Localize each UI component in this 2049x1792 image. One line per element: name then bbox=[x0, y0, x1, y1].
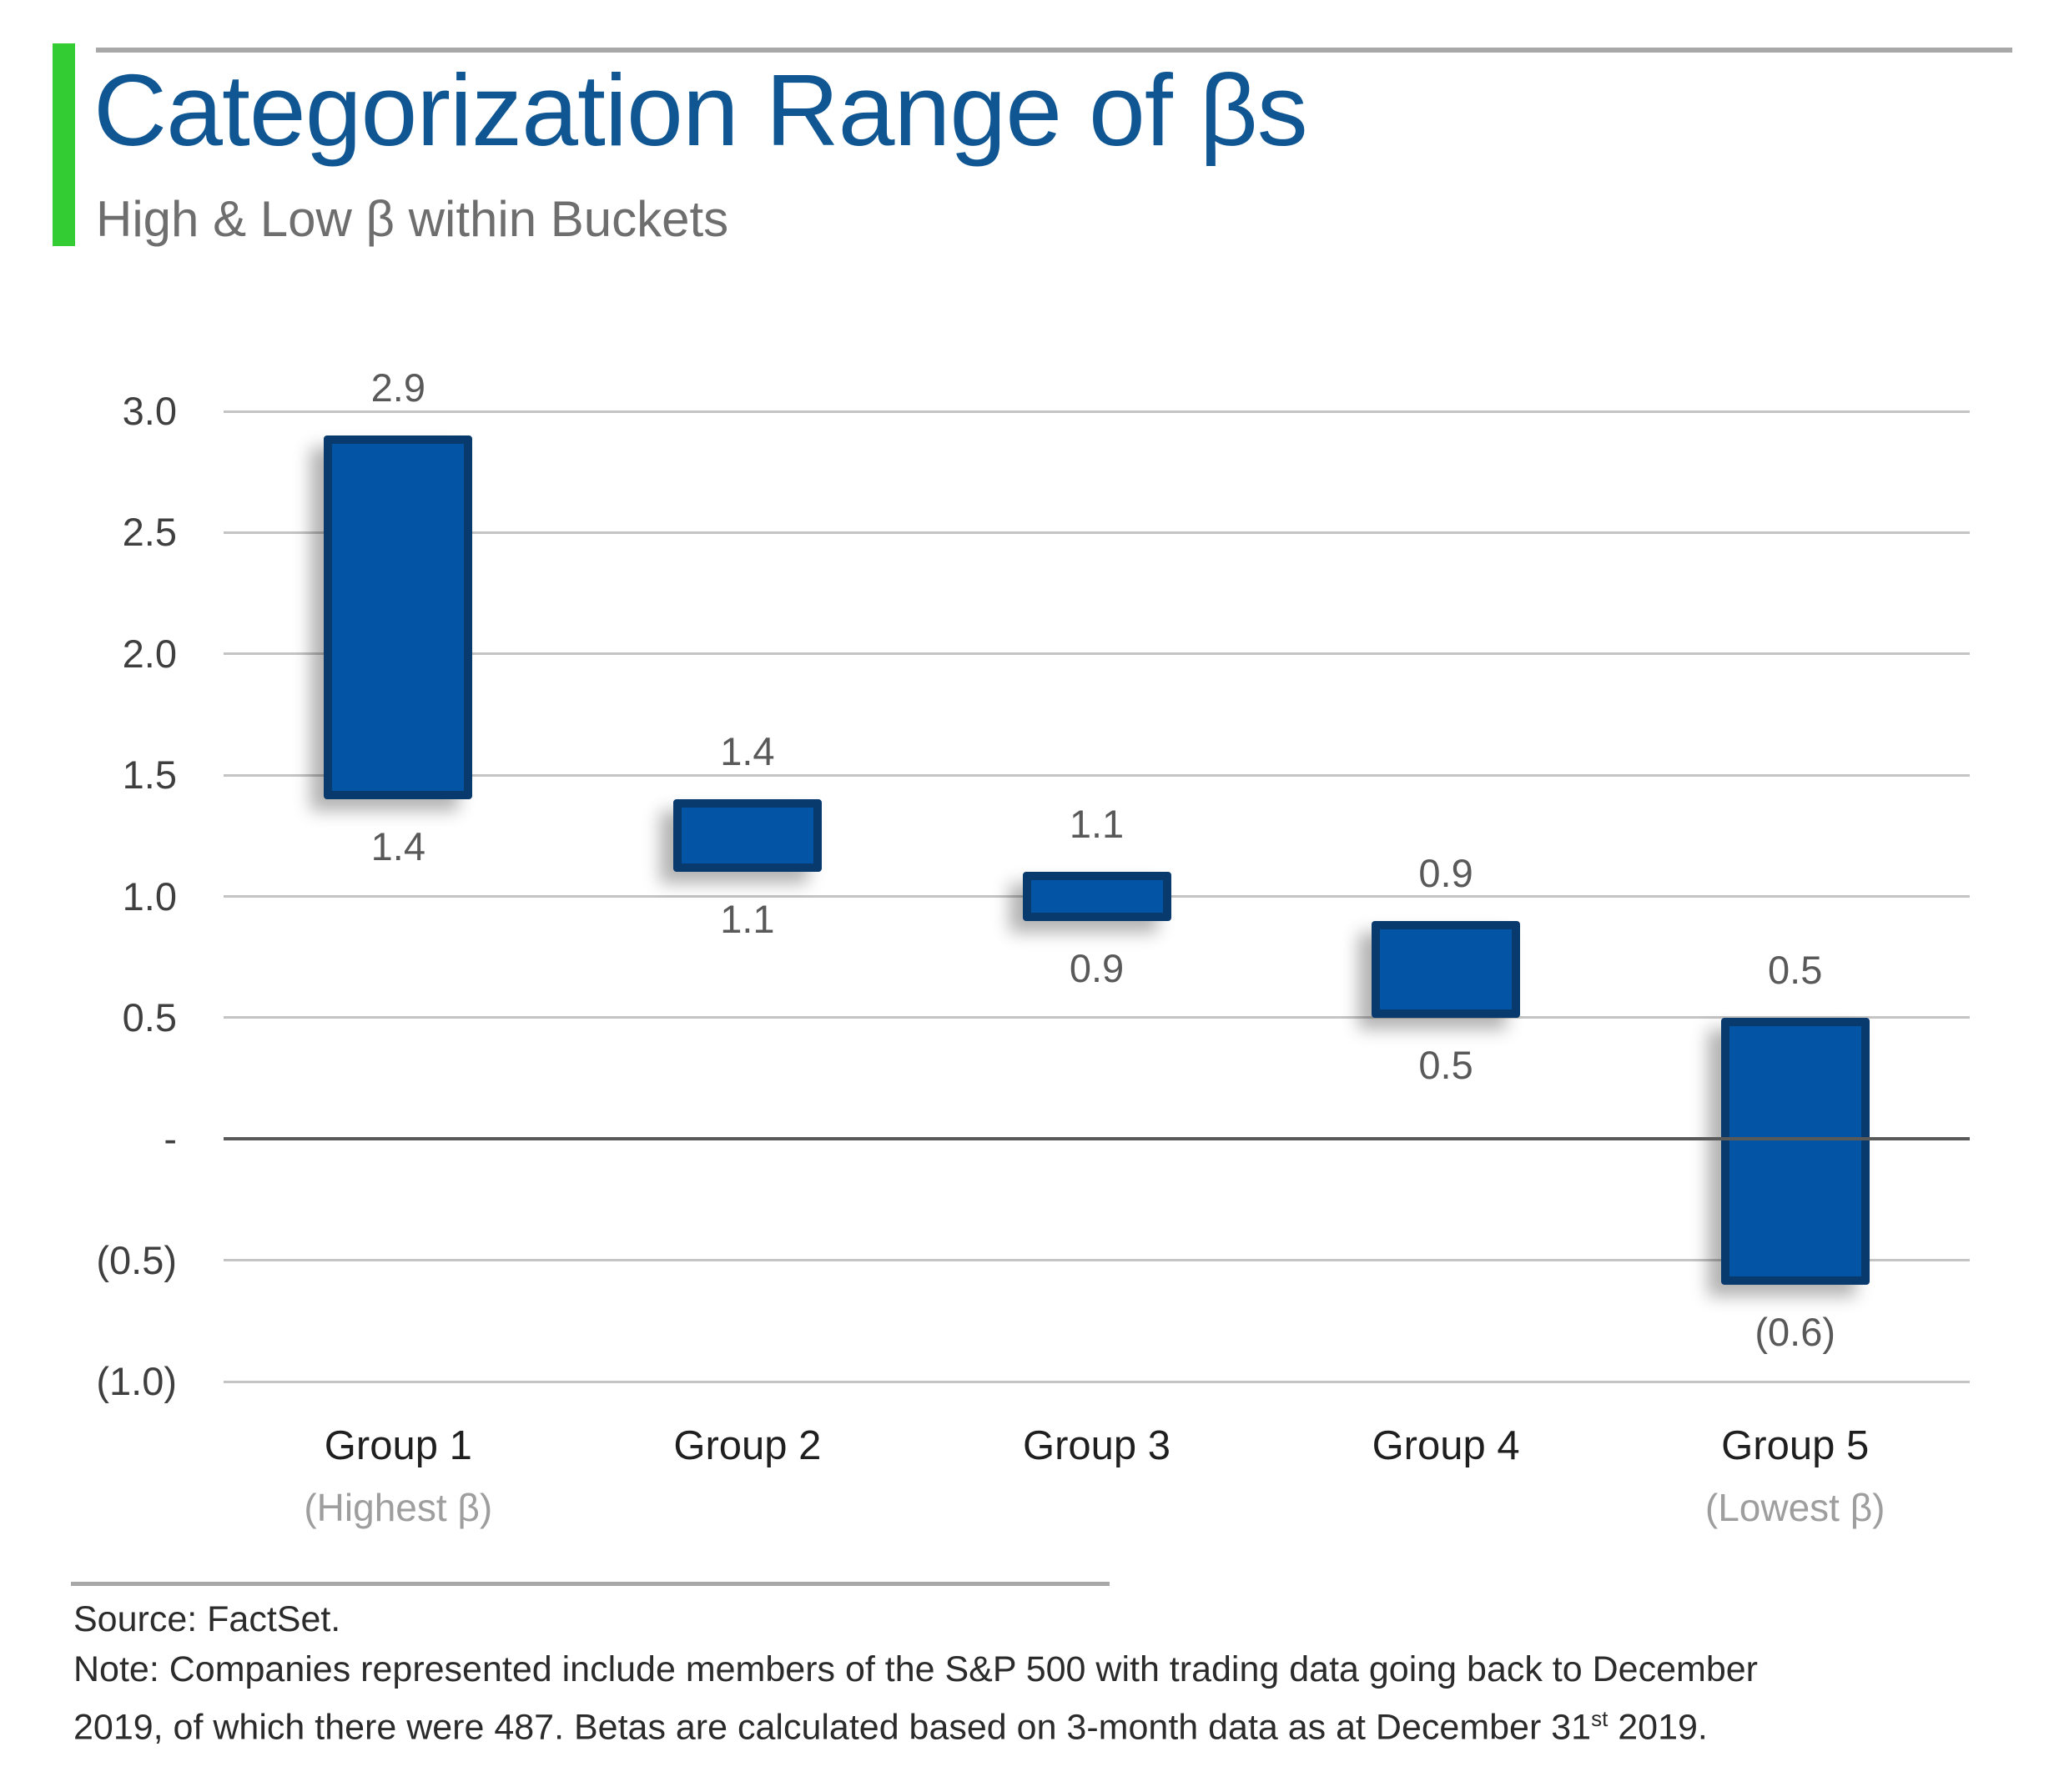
x-axis-label-5: Group 5 bbox=[1721, 1423, 1870, 1468]
page-subtitle: High & Low β within Buckets bbox=[96, 191, 729, 247]
y-tick-label-(0.5): (0.5) bbox=[96, 1237, 177, 1282]
page-title: Categorization Range of βs bbox=[93, 53, 1308, 167]
bar-group-3 bbox=[1022, 872, 1171, 921]
top-divider-line bbox=[96, 48, 2012, 53]
x-axis-sublabel-1: (Highest β) bbox=[304, 1486, 493, 1529]
gridline-0.5 bbox=[224, 1016, 1970, 1019]
y-tick-label--: - bbox=[164, 1116, 177, 1161]
x-axis-label-1: Group 1 bbox=[324, 1423, 472, 1468]
bar-low-label: 0.9 bbox=[1069, 945, 1125, 990]
footer-divider-line bbox=[71, 1582, 1110, 1586]
bar-high-label: 0.5 bbox=[1768, 947, 1823, 992]
bar-group-1 bbox=[324, 435, 473, 800]
gridline-1.5 bbox=[224, 773, 1970, 777]
bar-low-label: (0.6) bbox=[1754, 1309, 1835, 1354]
bar-group-2 bbox=[672, 799, 822, 873]
y-tick-label-1.0: 1.0 bbox=[122, 873, 177, 919]
y-tick-label-(1.0): (1.0) bbox=[96, 1359, 177, 1403]
x-axis-label-3: Group 3 bbox=[1022, 1423, 1171, 1468]
y-tick-label-3.0: 3.0 bbox=[122, 389, 177, 433]
gridline-(0.5) bbox=[224, 1259, 1970, 1262]
bar-low-label: 0.5 bbox=[1418, 1042, 1473, 1087]
gridline-3.0 bbox=[224, 410, 1970, 413]
note-text-line2: 2019, of which there were 487. Betas are… bbox=[73, 1698, 1708, 1748]
y-tick-label-2.0: 2.0 bbox=[122, 631, 177, 676]
source-text: Source: FactSet. bbox=[73, 1599, 341, 1639]
y-tick-label-2.5: 2.5 bbox=[122, 510, 177, 555]
x-axis-sublabel-5: (Lowest β) bbox=[1704, 1486, 1885, 1529]
bar-low-label: 1.4 bbox=[370, 824, 425, 869]
gridline-2.0 bbox=[224, 652, 1970, 656]
x-axis-label-4: Group 4 bbox=[1372, 1423, 1520, 1468]
note-superscript-st: st bbox=[1591, 1706, 1608, 1731]
zero-axis-line bbox=[224, 1137, 1970, 1141]
x-axis-label-2: Group 2 bbox=[673, 1423, 822, 1468]
bar-high-label: 2.9 bbox=[370, 365, 425, 410]
bar-low-label: 1.1 bbox=[720, 897, 775, 942]
note-text-line1: Note: Companies represented include memb… bbox=[73, 1649, 1758, 1689]
note-text-line2-end: 2019. bbox=[1608, 1707, 1708, 1748]
bar-high-label: 1.4 bbox=[720, 729, 775, 774]
bar-high-label: 0.9 bbox=[1418, 850, 1473, 895]
y-tick-label-0.5: 0.5 bbox=[122, 994, 177, 1039]
green-accent-bar bbox=[53, 43, 75, 246]
gridline-(1.0) bbox=[224, 1380, 1970, 1383]
y-tick-label-1.5: 1.5 bbox=[122, 753, 177, 798]
gridline-2.5 bbox=[224, 531, 1970, 534]
note-text-line2-start: 2019, of which there were 487. Betas are… bbox=[73, 1707, 1592, 1748]
bar-group-5 bbox=[1720, 1017, 1870, 1285]
bar-high-label: 1.1 bbox=[1069, 802, 1125, 847]
bar-group-4 bbox=[1372, 920, 1521, 1018]
